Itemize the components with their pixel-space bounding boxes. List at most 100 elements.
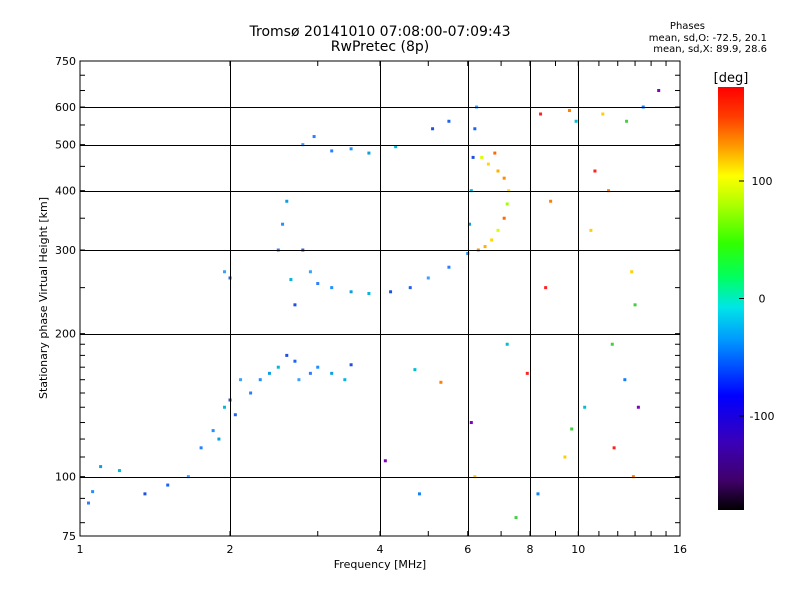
scatter-point <box>349 290 353 294</box>
chart-title: Tromsø 20141010 07:08:00-07:09:43 <box>249 24 511 40</box>
scatter-point <box>607 189 611 193</box>
scatter-point <box>223 405 227 409</box>
y-tick-label: 750 <box>55 55 76 68</box>
scatter-point <box>281 222 285 226</box>
scatter-point <box>312 135 316 139</box>
scatter-point <box>316 365 320 369</box>
scatter-point <box>330 371 334 375</box>
scatter-point <box>469 189 473 193</box>
scatter-point <box>86 501 90 505</box>
scatter-point <box>316 282 320 286</box>
scatter-point <box>589 228 593 232</box>
scatter-point <box>612 446 616 450</box>
scatter-point <box>623 378 627 382</box>
scatter-point <box>574 119 578 123</box>
scatter-point <box>493 151 497 155</box>
scatter-point <box>233 413 237 417</box>
scatter-point <box>293 303 297 307</box>
x-tick-label: 6 <box>464 543 471 556</box>
axis-ticks: 1 2 4 6 8 10 16 75 100 200 300 400 500 600 750 <box>55 55 687 556</box>
scatter-point <box>633 303 637 307</box>
scatter-point <box>383 459 387 463</box>
scatter-point <box>544 286 548 290</box>
scatter-point <box>349 363 353 367</box>
colorbar-tick-label: -100 <box>750 410 775 423</box>
scatter-point <box>367 151 371 155</box>
scatter-point <box>483 245 487 249</box>
x-tick-label: 10 <box>571 543 585 556</box>
scatter-point <box>610 342 614 346</box>
scatter-point <box>367 291 371 295</box>
scatter-point <box>502 216 506 220</box>
scatter-point <box>426 276 430 280</box>
y-tick-label: 600 <box>55 101 76 114</box>
scatter-point <box>211 429 215 433</box>
grid-lines <box>80 61 680 536</box>
scatter-point <box>439 380 443 384</box>
scatter-point <box>514 516 518 520</box>
scatter-point <box>117 469 121 473</box>
phases-o-stats: mean, sd,O: -72.5, 20.1 <box>648 33 767 44</box>
scatter-point <box>308 371 312 375</box>
scatter-point <box>486 162 490 166</box>
scatter-point <box>468 222 472 226</box>
y-tick-label: 300 <box>55 244 76 257</box>
scatter-point <box>525 371 529 375</box>
scatter-point <box>143 492 147 496</box>
scatter-point <box>502 176 506 180</box>
scatter-point <box>549 199 553 203</box>
y-axis-label: Stationary phase Virtual Height [km] <box>37 197 50 399</box>
scatter-point <box>447 119 451 123</box>
scatter-point <box>289 278 293 282</box>
scatter-point <box>166 483 170 487</box>
x-tick-label: 8 <box>527 543 534 556</box>
x-tick-label: 2 <box>227 543 234 556</box>
x-tick-label: 16 <box>673 543 687 556</box>
x-tick-label: 4 <box>377 543 384 556</box>
scatter-point <box>630 270 634 274</box>
scatter-point <box>496 169 500 173</box>
scatter-point <box>308 270 312 274</box>
scatter-point <box>447 265 451 269</box>
scatter-point <box>431 127 435 131</box>
scatter-point <box>466 251 470 255</box>
scatter-point <box>473 127 477 131</box>
scatter-point <box>91 490 95 494</box>
scatter-point <box>249 391 253 395</box>
scatter-point <box>539 112 543 116</box>
scatter-point <box>330 286 334 290</box>
scatter-point <box>507 189 511 193</box>
chart-subtitle: RwPretec (8p) <box>330 39 430 55</box>
scatter-point <box>536 492 540 496</box>
scatter-point <box>496 228 500 232</box>
x-tick-label: 1 <box>77 543 84 556</box>
phases-title: Phases <box>669 21 705 32</box>
scatter-point <box>413 368 417 372</box>
scatter-point <box>473 475 477 479</box>
scatter-point <box>276 365 280 369</box>
y-tick-label: 200 <box>55 328 76 341</box>
scatter-point <box>657 89 661 93</box>
scatter-point <box>389 290 393 294</box>
scatter-point <box>505 202 509 206</box>
scatter-point <box>186 475 190 479</box>
scatter-point <box>293 359 297 363</box>
scatter-point <box>408 286 412 290</box>
scatter-point <box>343 378 347 382</box>
y-tick-label: 400 <box>55 185 76 198</box>
scatter-point <box>469 421 473 425</box>
colorbar-tick-label: 100 <box>752 175 773 188</box>
scatter-point <box>490 238 494 242</box>
scatter-point <box>563 455 567 459</box>
scatter-point <box>199 446 203 450</box>
scatter-point <box>285 353 289 357</box>
scatter-point <box>593 169 597 173</box>
scatter-point <box>570 427 574 431</box>
data-points <box>86 89 661 520</box>
scatter-point <box>583 405 587 409</box>
x-axis-label: Frequency [MHz] <box>334 558 426 571</box>
colorbar-tick-label: 0 <box>759 293 766 306</box>
scatter-point <box>631 475 635 479</box>
scatter-point <box>625 119 629 123</box>
